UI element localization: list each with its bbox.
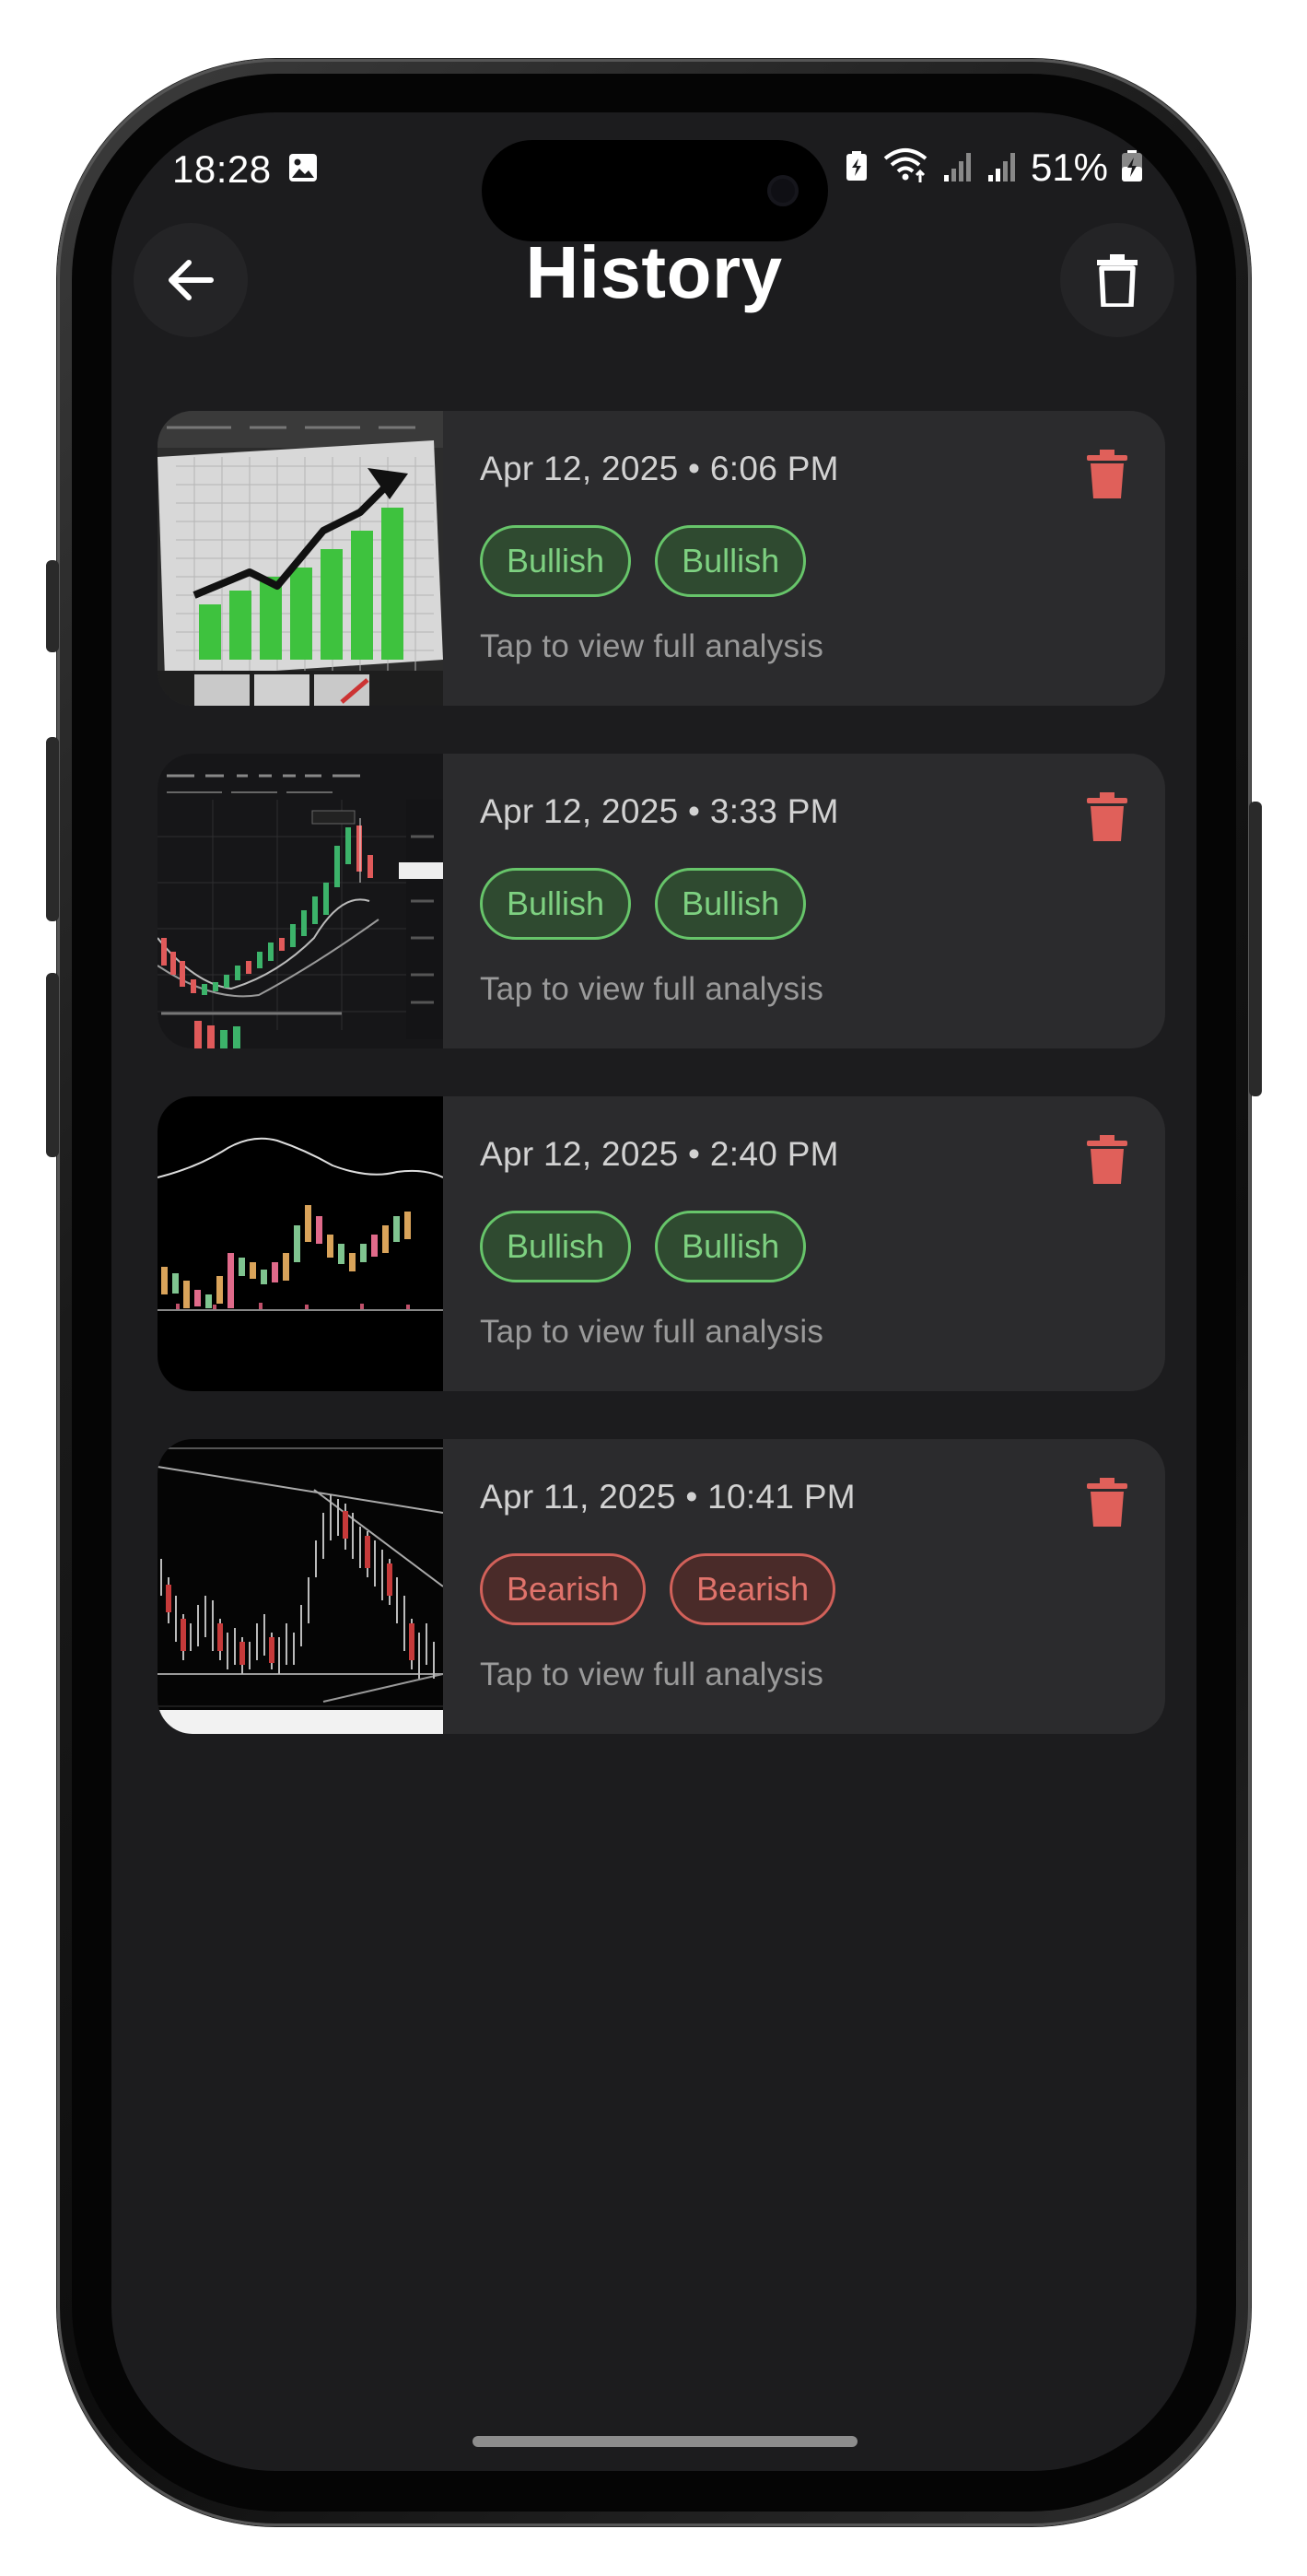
trash-outline-icon [1097, 254, 1138, 307]
analysis-date: Apr 12, 2025 • 6:06 PM [480, 450, 839, 487]
analysis-date: Apr 12, 2025 • 2:40 PM [480, 1135, 839, 1173]
volume-down-button [46, 973, 59, 1157]
history-card[interactable]: Apr 12, 2025 • 6:06 PM Bullish Bullish T… [158, 411, 1165, 706]
analysis-date: Apr 12, 2025 • 3:33 PM [480, 792, 839, 830]
sentiment-badges: Bullish Bullish [480, 1211, 807, 1282]
back-button[interactable] [134, 223, 248, 337]
sentiment-badges: Bullish Bullish [480, 868, 807, 940]
action-button [46, 560, 59, 652]
sentiment-badge: Bullish [655, 1211, 807, 1282]
status-time: 18:28 [172, 147, 272, 191]
sentiment-badge: Bullish [480, 525, 632, 597]
dynamic-island [482, 140, 828, 241]
history-card[interactable]: Apr 12, 2025 • 2:40 PM Bullish Bullish T… [158, 1096, 1165, 1391]
sentiment-badge: Bullish [480, 868, 632, 940]
wifi-icon [881, 147, 929, 189]
battery-percent: 51% [1030, 146, 1108, 189]
sentiment-badge: Bearish [480, 1553, 647, 1625]
history-list: Apr 12, 2025 • 6:06 PM Bullish Bullish T… [158, 411, 1165, 1782]
volume-up-button [46, 737, 59, 921]
page-title: History [525, 231, 783, 313]
sentiment-badge: Bullish [480, 1211, 632, 1282]
card-hint: Tap to view full analysis [480, 628, 824, 664]
sentiment-badge: Bullish [655, 525, 807, 597]
battery-charging-icon [1121, 149, 1143, 187]
front-camera [767, 175, 799, 206]
home-indicator[interactable] [473, 2436, 858, 2447]
card-hint: Tap to view full analysis [480, 1314, 824, 1350]
history-card[interactable]: Apr 11, 2025 • 10:41 PM Bearish Bearish … [158, 1439, 1165, 1734]
history-card[interactable]: Apr 12, 2025 • 3:33 PM Bullish Bullish T… [158, 754, 1165, 1048]
image-notification-icon [288, 153, 318, 182]
sentiment-badges: Bullish Bullish [480, 525, 807, 597]
trash-filled-icon[interactable] [1086, 1135, 1128, 1185]
trash-filled-icon[interactable] [1086, 450, 1128, 499]
chart-thumbnail [158, 1439, 443, 1734]
battery-saver-icon [845, 150, 869, 186]
chart-thumbnail [158, 754, 443, 1048]
chart-thumbnail [158, 411, 443, 706]
sentiment-badge: Bearish [670, 1553, 836, 1625]
trash-filled-icon[interactable] [1086, 1478, 1128, 1528]
card-hint: Tap to view full analysis [480, 1657, 824, 1692]
signal-icon-sim2 [986, 149, 1018, 187]
status-indicators: 51% [845, 146, 1143, 189]
analysis-date: Apr 11, 2025 • 10:41 PM [480, 1478, 856, 1516]
arrow-left-icon [169, 260, 214, 300]
signal-icon-sim1 [942, 149, 974, 187]
sentiment-badges: Bearish Bearish [480, 1553, 836, 1625]
trash-filled-icon[interactable] [1086, 792, 1128, 842]
status-bar: 18:28 [111, 112, 1196, 241]
sentiment-badge: Bullish [655, 868, 807, 940]
app-screen: 18:28 [111, 112, 1196, 2471]
power-button [1249, 802, 1262, 1096]
chart-thumbnail [158, 1096, 443, 1391]
card-hint: Tap to view full analysis [480, 971, 824, 1007]
clear-history-button[interactable] [1060, 223, 1174, 337]
